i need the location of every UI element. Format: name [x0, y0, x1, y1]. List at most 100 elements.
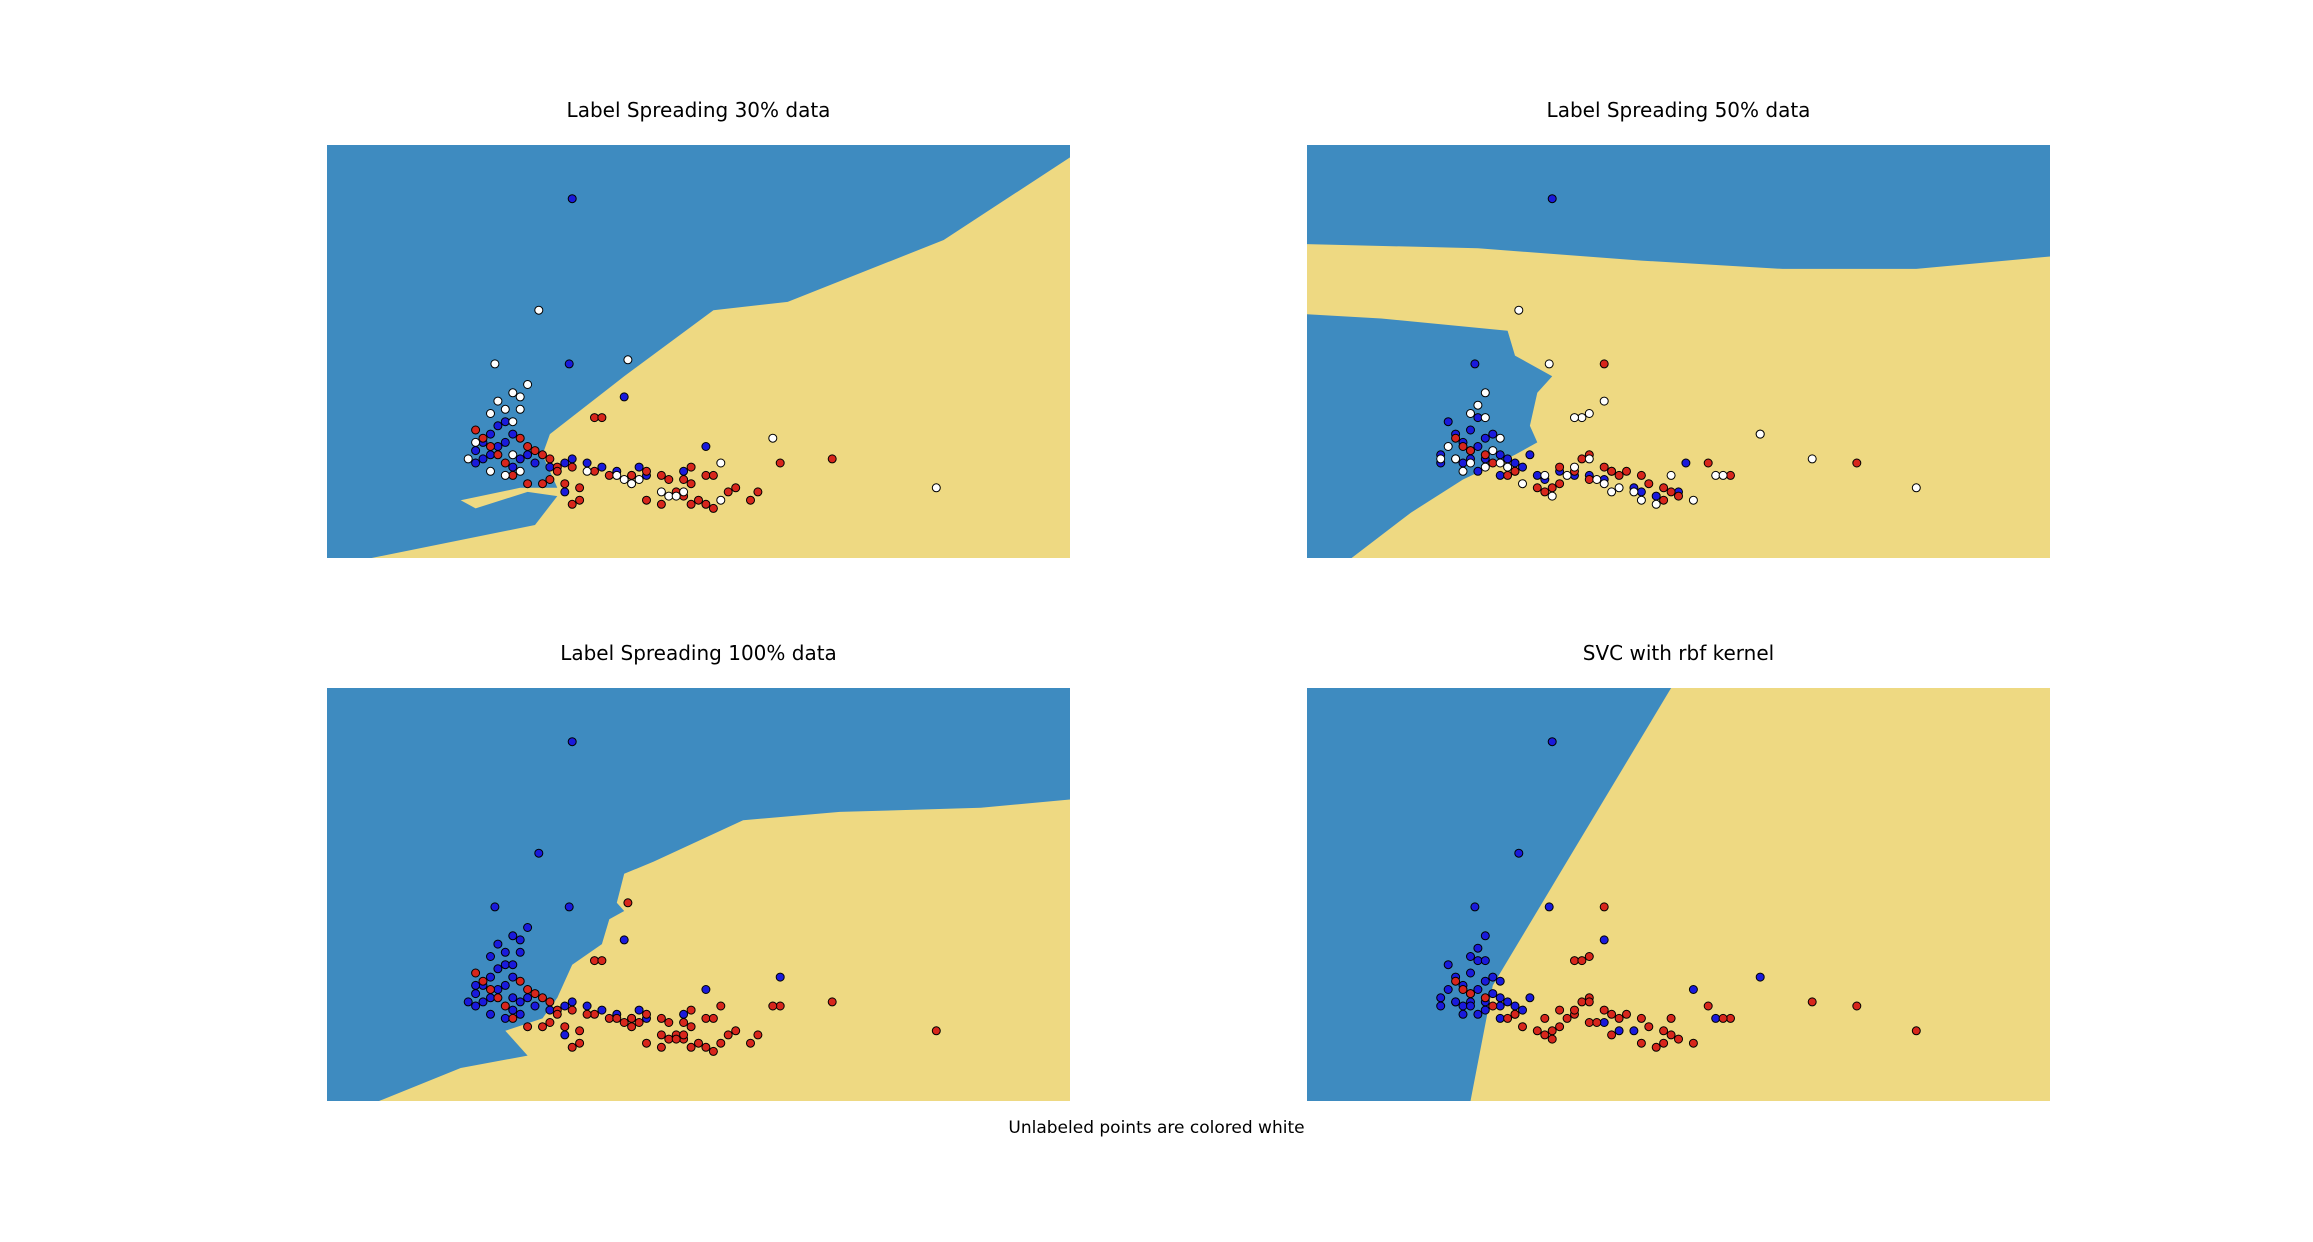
class1-point	[1540, 487, 1550, 497]
class1-point	[552, 466, 562, 476]
panel-title: SVC with rbf kernel	[1582, 641, 1775, 665]
class1-point	[486, 985, 495, 994]
unlabeled-point	[671, 491, 681, 501]
class0-point	[1547, 194, 1557, 204]
class1-point	[567, 462, 577, 472]
class0-point	[1480, 931, 1490, 941]
class0-point	[1473, 442, 1483, 451]
class0-point	[564, 359, 574, 369]
plot-area	[1307, 688, 2050, 1101]
class1-point	[1659, 1038, 1669, 1048]
class1-point	[575, 495, 585, 505]
unlabeled-point	[931, 483, 941, 493]
class0-point	[1451, 997, 1461, 1007]
class0-point	[1544, 902, 1554, 912]
class1-point	[664, 1018, 674, 1027]
class0-point	[701, 442, 711, 451]
class1-point	[686, 1022, 696, 1032]
class0-point	[500, 417, 510, 427]
class0-point	[1514, 848, 1524, 858]
unlabeled-point	[1544, 359, 1554, 369]
class1-point	[1532, 1026, 1542, 1036]
class1-point	[627, 1022, 637, 1032]
class0-point	[486, 429, 495, 439]
class1-point	[486, 442, 495, 451]
class1-point	[642, 1009, 651, 1019]
class1-point	[679, 1030, 689, 1040]
class1-point	[1659, 1026, 1669, 1036]
unlabeled-point	[1562, 470, 1572, 480]
class0-region	[1307, 688, 1672, 1101]
scatter-plot-panel	[1307, 688, 2050, 1101]
unlabeled-point	[619, 475, 629, 484]
class1-point	[775, 1001, 785, 1011]
class1-point	[1607, 1009, 1617, 1019]
class1-point	[1570, 1005, 1579, 1015]
class0-point	[1503, 997, 1513, 1007]
class0-point	[1466, 425, 1475, 435]
class0-region	[1307, 145, 2050, 269]
class1-point	[1555, 1005, 1565, 1015]
class1-point	[671, 1034, 681, 1044]
unlabeled-point	[1599, 479, 1609, 489]
class1-point	[1644, 479, 1654, 489]
unlabeled-point	[1466, 409, 1475, 418]
unlabeled-point	[1577, 413, 1587, 423]
class1-point	[708, 470, 718, 480]
class1-point	[523, 985, 533, 994]
class0-point	[1629, 1026, 1639, 1036]
class1-point	[560, 1022, 570, 1032]
class1-point	[1614, 470, 1624, 480]
class1-point	[1852, 1001, 1862, 1011]
class1-point	[746, 1038, 755, 1048]
class1-point	[701, 470, 711, 480]
class0-point	[500, 980, 510, 990]
class1-point	[679, 1018, 689, 1027]
class0-point	[1480, 433, 1490, 443]
class1-point	[642, 1038, 651, 1048]
class1-point	[1644, 1022, 1654, 1032]
unlabeled-point	[1755, 429, 1765, 439]
unlabeled-point	[664, 491, 674, 501]
class0-point	[493, 442, 503, 451]
class0-point	[508, 960, 518, 970]
unlabeled-point	[1436, 454, 1446, 464]
class0-point	[619, 935, 629, 945]
class1-point	[1666, 1030, 1676, 1040]
unlabeled-point	[716, 495, 726, 505]
class1-point	[664, 475, 674, 484]
class1-point	[1592, 1018, 1602, 1027]
unlabeled-point	[1451, 454, 1461, 464]
class1-point	[1703, 1001, 1713, 1011]
class0-point	[530, 1001, 540, 1011]
class1-point	[1577, 997, 1587, 1007]
class1-point	[731, 1026, 741, 1036]
class1-point	[768, 1001, 778, 1011]
class1-point	[545, 997, 555, 1007]
unlabeled-point	[1540, 470, 1550, 480]
class0-point	[1599, 935, 1609, 945]
unlabeled-point	[1480, 413, 1490, 423]
class1-point	[575, 483, 585, 493]
class1-point	[1614, 1013, 1624, 1023]
class0-point	[500, 1013, 510, 1023]
class0-point	[701, 985, 711, 994]
class1-point	[1674, 1034, 1683, 1044]
figure-caption: Unlabeled points are colored white	[1008, 1118, 1305, 1138]
class0-point	[1495, 470, 1505, 480]
class1-point	[619, 1018, 629, 1027]
class1-point	[1636, 1013, 1646, 1023]
class0-point	[1488, 972, 1498, 982]
class1-point	[1466, 989, 1475, 999]
unlabeled-point	[1629, 487, 1639, 497]
class0-point	[1473, 956, 1483, 966]
class1-point	[827, 454, 837, 464]
class1-point	[1547, 1026, 1557, 1036]
plot-area	[1307, 145, 2050, 558]
class1-point	[753, 1030, 763, 1040]
class1-point	[1458, 442, 1468, 451]
class0-point	[478, 997, 488, 1007]
unlabeled-point	[582, 466, 592, 476]
class1-point	[1555, 462, 1565, 472]
class1-point	[1480, 450, 1490, 460]
